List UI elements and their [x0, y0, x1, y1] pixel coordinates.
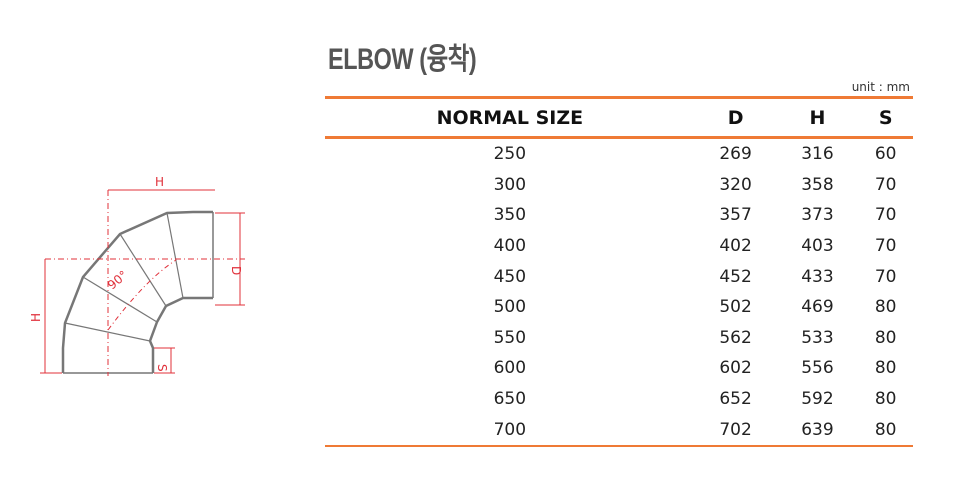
table-cell-s: 70 [874, 174, 897, 195]
label-h-left: H [29, 313, 43, 322]
table-cell-d: 269 [719, 144, 752, 165]
table-cell-s: 80 [874, 297, 897, 318]
table-cell-d: 562 [719, 327, 752, 348]
table-row: 650 652 592 80 [325, 384, 913, 415]
table-cell-s: 80 [874, 389, 897, 410]
table-cell-s: 70 [874, 236, 897, 257]
table-cell-s: 60 [874, 144, 897, 165]
table-header-row: NORMAL SIZE D H S [325, 96, 913, 139]
elbow-spec-table: NORMAL SIZE D H S 250 269 316 60 300 320 358 70… [325, 96, 913, 447]
table-cell-d: 652 [719, 389, 752, 410]
table-row: 300 320 358 70 [325, 170, 913, 201]
table-cell-h: 533 [801, 327, 834, 348]
table-cell-h: 316 [801, 144, 834, 165]
column-header-h: H [776, 96, 859, 139]
table-cell-s: 80 [874, 358, 897, 379]
table-cell-h: 358 [801, 174, 834, 195]
table-cell-d: 502 [719, 297, 752, 318]
table-cell-s: 70 [874, 205, 897, 226]
table-cell-s: 70 [874, 266, 897, 287]
table-cell-normal-size: 350 [493, 205, 527, 226]
table-cell-d: 402 [719, 236, 752, 257]
column-header-s: S [858, 96, 913, 139]
table-cell-d: 702 [694, 414, 777, 447]
segment-lines [64, 212, 184, 342]
table-cell-h: 433 [801, 266, 834, 287]
column-header-d: D [694, 96, 777, 139]
table-cell-d: 320 [719, 174, 752, 195]
table-cell-h: 403 [801, 236, 834, 257]
label-s: S [155, 364, 169, 372]
table-row: 700 702 639 80 [325, 414, 913, 447]
page-title: ELBOW (융착) [328, 43, 477, 76]
table-cell-s: 80 [874, 327, 897, 348]
table-cell-normal-size: 300 [493, 174, 527, 195]
table-cell-d: 602 [719, 358, 752, 379]
label-d: D [229, 266, 243, 275]
table-cell-normal-size: 550 [493, 327, 527, 348]
table-cell-h: 469 [801, 297, 834, 318]
table-row: 600 602 556 80 [325, 353, 913, 384]
table-cell-h: 639 [776, 414, 859, 447]
elbow-outline [61, 210, 214, 374]
table-cell-normal-size: 650 [493, 389, 527, 410]
table-row: 450 452 433 70 [325, 261, 913, 292]
table-row: 250 269 316 60 [325, 138, 913, 170]
table-cell-d: 452 [719, 266, 752, 287]
table-row: 350 357 373 70 [325, 200, 913, 231]
elbow-drawing: H H D S 90° [29, 175, 245, 376]
table-cell-normal-size: 400 [493, 236, 527, 257]
table-cell-s: 80 [858, 414, 913, 447]
unit-label: unit : mm [851, 80, 910, 94]
table-cell-normal-size: 600 [493, 358, 527, 379]
table-row: 400 402 403 70 [325, 231, 913, 262]
table-row: 500 502 469 80 [325, 292, 913, 323]
table-row: 550 562 533 80 [325, 323, 913, 354]
table-cell-normal-size: 700 [325, 414, 695, 447]
table-cell-d: 357 [719, 205, 752, 226]
table-cell-h: 592 [801, 389, 834, 410]
dimension-lines [40, 189, 245, 376]
column-header-normal-size: NORMAL SIZE [325, 96, 695, 139]
table-cell-normal-size: 500 [493, 297, 527, 318]
label-h-top: H [155, 175, 164, 189]
table-cell-normal-size: 450 [493, 266, 527, 287]
table-cell-normal-size: 250 [493, 144, 527, 165]
label-angle: 90° [105, 268, 130, 292]
table-cell-h: 373 [801, 205, 834, 226]
table-cell-h: 556 [801, 358, 834, 379]
